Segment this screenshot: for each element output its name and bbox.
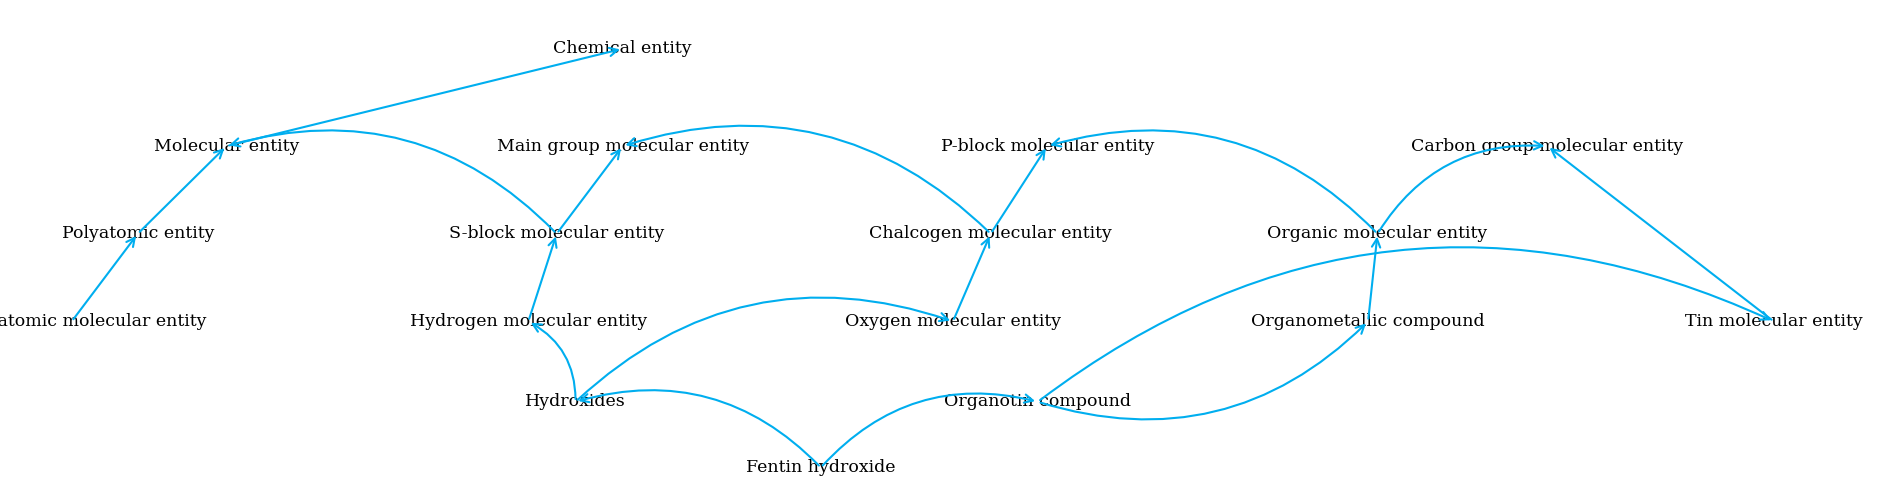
Text: Polyatomic entity: Polyatomic entity: [62, 225, 213, 242]
Text: P-block molecular entity: P-block molecular entity: [940, 138, 1155, 154]
Text: Fentin hydroxide: Fentin hydroxide: [745, 459, 896, 476]
Text: Chemical entity: Chemical entity: [553, 40, 693, 57]
Text: Hydrogen molecular entity: Hydrogen molecular entity: [409, 313, 647, 330]
Text: S-block molecular entity: S-block molecular entity: [449, 225, 664, 242]
Text: Chalcogen molecular entity: Chalcogen molecular entity: [870, 225, 1111, 242]
Text: Organic molecular entity: Organic molecular entity: [1268, 225, 1487, 242]
Text: Oxygen molecular entity: Oxygen molecular entity: [845, 313, 1060, 330]
Text: Molecular entity: Molecular entity: [153, 138, 300, 154]
Text: Organometallic compound: Organometallic compound: [1251, 313, 1485, 330]
Text: Main group molecular entity: Main group molecular entity: [496, 138, 749, 154]
Text: Carbon group molecular entity: Carbon group molecular entity: [1411, 138, 1683, 154]
Text: Hydroxides: Hydroxides: [525, 393, 626, 410]
Text: Tin molecular entity: Tin molecular entity: [1685, 313, 1862, 330]
Text: Organotin compound: Organotin compound: [944, 393, 1132, 410]
Text: Heteroatomic molecular entity: Heteroatomic molecular entity: [0, 313, 208, 330]
